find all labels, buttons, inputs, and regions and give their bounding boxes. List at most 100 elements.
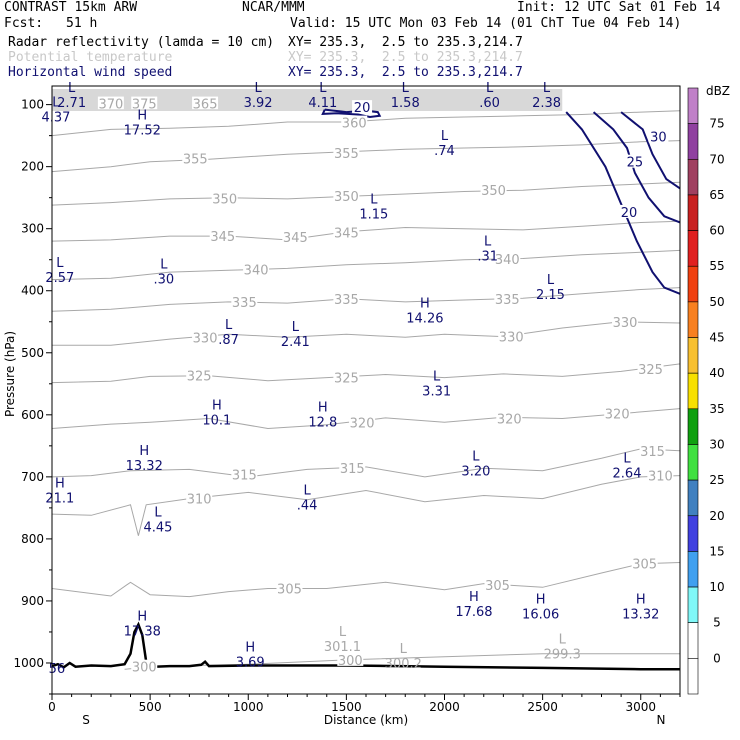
wind-contour-30: [620, 111, 680, 190]
extremum-value: 4.11: [308, 96, 337, 111]
extremum-value: 3.69: [236, 656, 265, 671]
colorbar-level: 65: [709, 188, 724, 202]
extremum-value: .44: [297, 499, 318, 514]
extremum-value: 2.38: [532, 96, 561, 111]
colorbar-swatch: [687, 194, 699, 231]
wind-contour-label: 20: [354, 101, 371, 116]
isentrope-label: 330: [613, 316, 638, 331]
colorbar-level: 60: [709, 224, 724, 238]
isentrope-label: 320: [350, 416, 375, 431]
wind-contour-25: [592, 111, 680, 224]
y-tick-label: 300: [21, 222, 44, 236]
low-marker: L: [472, 450, 480, 465]
extremum-value: 3.92: [244, 96, 273, 111]
colorbar-level: 15: [709, 544, 724, 558]
x-tick-label: 500: [139, 700, 162, 714]
isentrope-label: 345: [283, 231, 308, 246]
isentrope-label: 320: [497, 413, 522, 428]
forecast-hour: 51 h: [66, 16, 98, 31]
isentrope-305: [52, 562, 680, 598]
north-end-label: N: [657, 713, 666, 727]
colorbar-level: 10: [709, 580, 724, 594]
isentrope-label: 345: [334, 226, 359, 241]
isentrope-label: 355: [183, 153, 208, 168]
colorbar-swatch: [687, 586, 699, 624]
field-reflectivity-xy: XY= 235.3, 2.5 to 235.3,214.7: [288, 35, 523, 50]
x-tick-label: 3000: [625, 700, 656, 714]
field-wind-name: Horizontal wind speed: [8, 65, 173, 80]
low-marker: L: [486, 81, 494, 96]
colorbar-swatch: [687, 551, 699, 588]
low-marker: L: [160, 257, 168, 272]
colorbar-level: 30: [709, 437, 724, 451]
extremum-value: 3.31: [422, 385, 451, 400]
low-marker: L: [559, 633, 567, 648]
extremum-value: 301.1: [324, 640, 361, 655]
extremum-value: 21.1: [45, 491, 74, 506]
isentrope-label: 320: [605, 408, 630, 423]
field-reflectivity-name: Radar reflectivity (lamda = 10 cm): [8, 35, 275, 50]
x-axis-label: Distance (km): [324, 713, 408, 727]
wind-contour-label: 20: [621, 206, 638, 221]
isentrope-label: 325: [334, 372, 359, 387]
colorbar-level: 25: [709, 473, 724, 487]
isentrope-345: [52, 220, 680, 242]
colorbar-level: 5: [713, 616, 721, 630]
isentrope-label: 355: [334, 147, 359, 162]
extremum-value: 16.06: [522, 607, 559, 622]
isentrope-360: [52, 110, 680, 137]
x-tick-label: 1000: [233, 700, 264, 714]
isentrope-label: 365: [193, 97, 218, 112]
y-axis-label: Pressure (hPa): [3, 331, 17, 417]
isentrope-label: 305: [632, 558, 657, 573]
y-tick-label: 400: [21, 284, 44, 298]
isentrope-label: 350: [212, 192, 237, 207]
low-marker: L: [154, 505, 162, 520]
y-tick-label: 900: [21, 594, 44, 608]
y-tick-label: 100: [21, 98, 44, 112]
low-marker: L: [370, 193, 378, 208]
extremum-value: 13.32: [126, 459, 163, 474]
extremum-value: 10.1: [202, 414, 231, 429]
extremum-value: .87: [218, 333, 239, 348]
isentrope-label: 360: [342, 117, 367, 132]
isentrope-label: 330: [193, 331, 218, 346]
high-marker: H: [55, 476, 65, 491]
isentrope-label: 300: [132, 661, 157, 676]
init-time: Init: 12 UTC Sat 01 Feb 14: [517, 0, 721, 15]
extremum-value: 3.20: [461, 465, 490, 480]
extremum-value: 13.32: [622, 607, 659, 622]
y-tick-label: 800: [21, 532, 44, 546]
isentrope-label: 350: [334, 190, 359, 205]
plot-area: [52, 86, 680, 694]
high-marker: H: [139, 444, 149, 459]
colorbar-swatch: [687, 658, 699, 695]
isentrope-label: 340: [495, 253, 520, 268]
extremum-value: 2.15: [536, 288, 565, 303]
high-marker: H: [536, 592, 546, 607]
isentrope-340: [52, 249, 680, 281]
isentrope-label: 325: [638, 363, 663, 378]
extremum-value: 2.64: [613, 466, 642, 481]
colorbar-swatch: [687, 158, 699, 196]
high-marker: H: [212, 399, 222, 414]
high-marker: H: [469, 590, 479, 605]
colorbar-swatch: [687, 479, 699, 517]
low-marker: L: [319, 81, 327, 96]
y-tick-label: 1000: [13, 656, 44, 670]
high-marker: H: [420, 296, 430, 311]
isentrope-label: 340: [244, 264, 269, 279]
isentrope-330: [52, 321, 680, 346]
colorbar-unit: dBZ: [706, 84, 730, 98]
low-marker: L: [623, 451, 631, 466]
low-marker: L: [400, 642, 408, 657]
low-marker: L: [402, 81, 410, 96]
colorbar-swatch: [687, 515, 699, 552]
isentrope-310: [52, 475, 680, 536]
extremum-value: 56: [49, 662, 66, 677]
extremum-value: 12.8: [308, 416, 337, 431]
colorbar-swatch: [687, 265, 699, 303]
colorbar-swatch: [687, 372, 699, 410]
extremum-value: .74: [434, 144, 455, 159]
